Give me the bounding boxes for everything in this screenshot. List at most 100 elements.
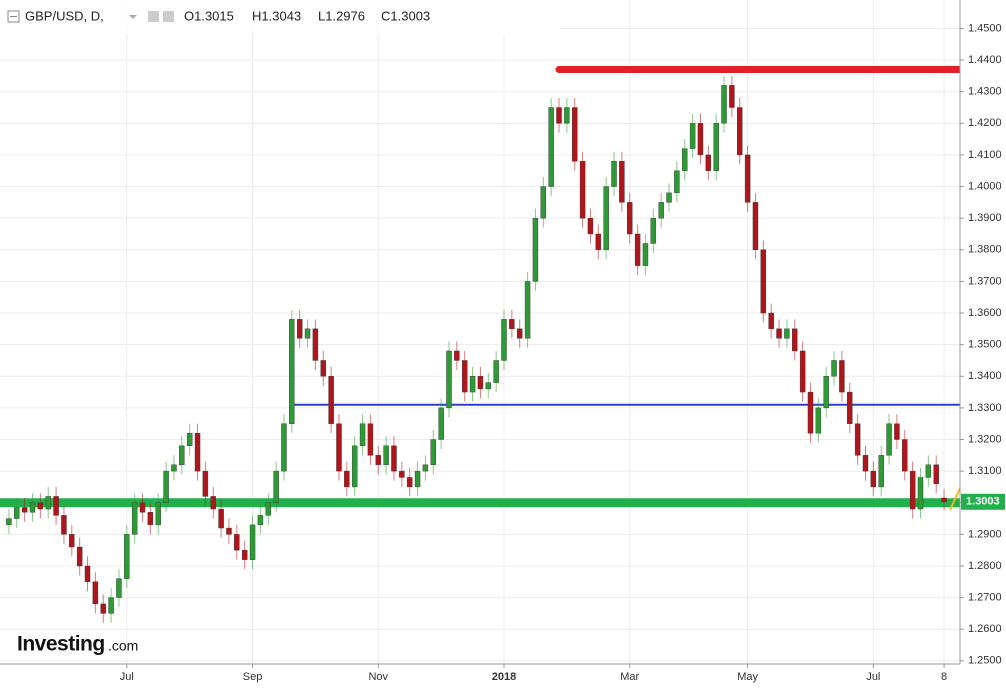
candle-body <box>186 432 193 447</box>
candle-body <box>210 496 216 510</box>
candle-body <box>579 161 586 219</box>
candle-body <box>658 202 664 219</box>
candle-body <box>179 445 185 466</box>
candle-body <box>359 423 366 447</box>
y-tick-label: 1.3600 <box>968 307 1002 319</box>
candle-body <box>917 477 924 510</box>
candle-body <box>925 464 932 478</box>
candle-body <box>831 360 837 377</box>
candles <box>6 75 947 623</box>
low-value: L1.2976 <box>318 8 365 23</box>
candle-body <box>108 597 114 614</box>
candle-body <box>469 376 476 393</box>
candle-body <box>226 527 232 535</box>
candle-body <box>768 312 774 330</box>
candle-body <box>642 243 649 266</box>
candle-body <box>6 518 12 526</box>
close-icon[interactable] <box>163 11 174 22</box>
candle-body <box>249 524 256 560</box>
candle-body <box>139 502 146 513</box>
open-value: O1.3015 <box>184 8 234 23</box>
candle-body <box>202 470 209 497</box>
candle-body <box>265 502 271 516</box>
candle-body <box>682 148 688 171</box>
candle-body <box>886 423 892 456</box>
close-value: C1.3003 <box>381 8 430 23</box>
x-tick-label: Jul <box>866 671 880 683</box>
candle-body <box>729 85 735 108</box>
candle-body <box>84 565 91 582</box>
candle-body <box>611 161 617 187</box>
candle-body <box>29 502 36 513</box>
candle-body <box>289 319 295 424</box>
logo-suffix: .com <box>108 638 138 654</box>
candle-body <box>619 161 625 203</box>
candle-body <box>634 233 641 266</box>
x-tick-label: Jul <box>120 671 134 683</box>
candle-body <box>234 534 240 551</box>
candle-body <box>375 455 381 466</box>
header-bg <box>0 0 560 34</box>
candle-body <box>627 202 633 235</box>
candle-body <box>524 281 531 339</box>
candle-body <box>909 470 916 510</box>
candle-body <box>854 423 861 456</box>
high-value: H1.3043 <box>252 8 301 23</box>
candle-body <box>792 328 798 352</box>
y-tick-label: 1.4400 <box>968 54 1002 66</box>
candle-body <box>21 507 28 513</box>
candle-body <box>430 439 436 465</box>
candle-body <box>14 507 20 519</box>
y-tick-label: 1.3300 <box>968 402 1002 414</box>
candle-body <box>532 217 539 282</box>
candle-body <box>847 391 853 424</box>
y-tick-label: 1.4100 <box>968 149 1002 161</box>
candle-body <box>383 445 389 466</box>
dropdown-caret[interactable] <box>129 15 137 19</box>
candle-body <box>705 154 712 171</box>
candle-body <box>501 319 507 361</box>
settings-icon[interactable] <box>148 11 159 22</box>
candle-body <box>367 423 374 456</box>
y-tick-label: 1.2700 <box>968 592 1002 604</box>
candle-body <box>697 123 704 156</box>
candle-body <box>776 328 782 339</box>
candle-body <box>296 319 303 339</box>
y-tick-label: 1.2600 <box>968 623 1002 635</box>
candle-body <box>933 464 939 484</box>
candle-body <box>461 360 468 393</box>
candle-body <box>572 107 578 162</box>
candle-body <box>116 578 122 598</box>
x-tick-label: May <box>737 671 758 683</box>
x-tick-label: 8 <box>941 671 947 683</box>
candle-body <box>391 445 397 472</box>
candle-body <box>438 407 444 440</box>
candle-body <box>273 470 279 503</box>
candle-body <box>477 376 484 390</box>
candle-body <box>155 502 161 526</box>
candle-body <box>76 546 83 567</box>
candle-body <box>328 376 334 424</box>
x-tick-label: Sep <box>243 671 263 683</box>
candle-body <box>784 328 790 339</box>
candle-body <box>171 464 177 472</box>
y-tick-label: 1.2900 <box>968 528 1002 540</box>
candle-body <box>760 249 767 314</box>
y-tick-label: 1.4200 <box>968 117 1002 129</box>
candle-body <box>807 391 814 434</box>
candle-body <box>131 502 138 535</box>
x-tick-label: Mar <box>620 671 639 683</box>
candle-body <box>666 192 672 203</box>
y-tick-label: 1.2500 <box>968 655 1002 667</box>
candle-body <box>414 470 421 488</box>
candle-body <box>100 603 106 614</box>
candle-body <box>517 328 523 339</box>
candle-body <box>45 496 51 510</box>
collapse-icon[interactable] <box>7 10 20 23</box>
symbol: GBP/USD, D, <box>25 8 104 23</box>
candle-body <box>564 107 570 124</box>
candle-body <box>894 423 900 440</box>
candle-body <box>823 376 829 409</box>
candle-body <box>218 508 224 529</box>
